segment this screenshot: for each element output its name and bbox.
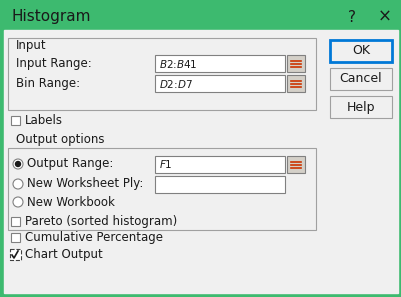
Text: New Workbook: New Workbook [27, 195, 115, 208]
Bar [11, 116, 20, 125]
Bar [0, 0, 401, 30]
Bar [329, 68, 391, 90]
Bar [155, 75, 284, 92]
Text: ×: × [377, 8, 391, 26]
Bar [155, 156, 284, 173]
Bar [8, 148, 315, 230]
Text: $F$1: $F$1 [159, 159, 172, 170]
Bar [4, 30, 397, 293]
Bar [8, 38, 315, 110]
Circle shape [13, 197, 23, 207]
Circle shape [16, 162, 20, 167]
Text: Input: Input [16, 40, 47, 53]
Text: New Worksheet Ply:: New Worksheet Ply: [27, 178, 143, 190]
Bar [286, 75, 304, 92]
Text: Cumulative Percentage: Cumulative Percentage [25, 231, 162, 244]
Text: Help: Help [346, 100, 374, 113]
Text: Pareto (sorted histogram): Pareto (sorted histogram) [25, 215, 177, 228]
Text: Cancel: Cancel [339, 72, 381, 86]
Circle shape [13, 159, 23, 169]
Text: $D$2:$D$7: $D$2:$D$7 [159, 78, 192, 89]
Bar [286, 156, 304, 173]
Text: Input Range:: Input Range: [16, 56, 91, 69]
Text: Chart Output: Chart Output [25, 248, 103, 261]
Bar [10, 249, 21, 260]
Text: Output options: Output options [16, 133, 104, 146]
Text: Output Range:: Output Range: [27, 157, 113, 170]
Text: ?: ? [347, 10, 355, 24]
Bar [329, 96, 391, 118]
Bar [11, 233, 20, 242]
Text: Histogram: Histogram [12, 10, 91, 24]
Text: $B$2:$B$41: $B$2:$B$41 [159, 58, 197, 69]
Text: Labels: Labels [25, 115, 63, 127]
Text: Bin Range:: Bin Range: [16, 77, 80, 89]
Circle shape [13, 179, 23, 189]
Bar [11, 217, 20, 226]
Bar [155, 55, 284, 72]
Bar [155, 176, 284, 193]
Text: OK: OK [351, 45, 369, 58]
Bar [286, 55, 304, 72]
Bar [329, 40, 391, 62]
